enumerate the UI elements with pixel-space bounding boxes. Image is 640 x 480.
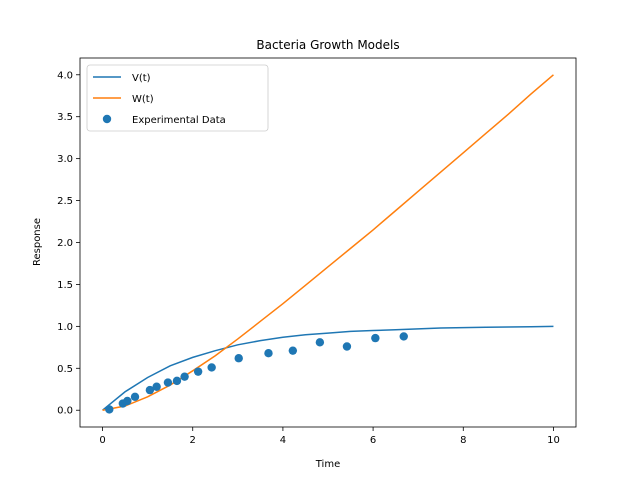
data-point	[371, 333, 380, 343]
legend-entry-label: W(t)	[132, 94, 154, 105]
chart-title: Bacteria Growth Models	[256, 38, 399, 52]
data-point	[288, 346, 298, 355]
plot-area	[102, 74, 554, 414]
data-point	[264, 349, 273, 358]
data-point	[172, 376, 182, 386]
y-tick-label: 0.5	[57, 364, 73, 375]
data-point	[152, 382, 161, 391]
y-axis-label: Response	[32, 218, 43, 266]
data-point	[399, 332, 408, 341]
legend: V(t) W(t) Experimental Data	[86, 64, 269, 132]
x-axis-label: Time	[315, 459, 340, 470]
y-tick-label: 1.5	[57, 280, 73, 291]
data-point	[163, 378, 173, 387]
y-tick-label: 3.5	[57, 112, 73, 123]
legend-marker-swatch	[102, 114, 112, 124]
y-tick-label: 2.5	[57, 196, 73, 207]
y-tick-label: 1.0	[57, 322, 73, 333]
x-tick-label: 0	[99, 435, 105, 446]
data-point	[342, 342, 352, 351]
x-tick-label: 2	[190, 435, 196, 446]
legend-entry-label: Experimental Data	[132, 115, 226, 126]
data-point	[123, 396, 132, 406]
data-point	[207, 363, 216, 372]
x-tick-label: 10	[547, 435, 560, 446]
data-point	[180, 372, 189, 381]
series-line-0	[102, 325, 554, 411]
y-tick-label: 2.0	[57, 238, 73, 249]
y-tick-label: 4.0	[57, 70, 73, 81]
data-point	[130, 392, 140, 402]
x-tick-label: 6	[370, 435, 376, 446]
data-point	[315, 338, 325, 347]
data-point	[105, 405, 114, 414]
data-point	[193, 367, 203, 376]
y-tick-label: 0.0	[57, 406, 73, 417]
data-point	[234, 354, 243, 363]
x-axis: 0 2 4 6 8 10	[99, 427, 560, 446]
y-axis: 0.0 0.5 1.0 1.5 2.0 2.5 3.0 3.5 4.0	[57, 70, 80, 417]
legend-entry-label: V(t)	[132, 73, 151, 84]
x-tick-label: 4	[280, 435, 286, 446]
y-tick-label: 3.0	[57, 154, 73, 165]
legend-box	[86, 64, 269, 132]
data-point	[145, 385, 155, 395]
x-tick-label: 8	[460, 435, 466, 446]
